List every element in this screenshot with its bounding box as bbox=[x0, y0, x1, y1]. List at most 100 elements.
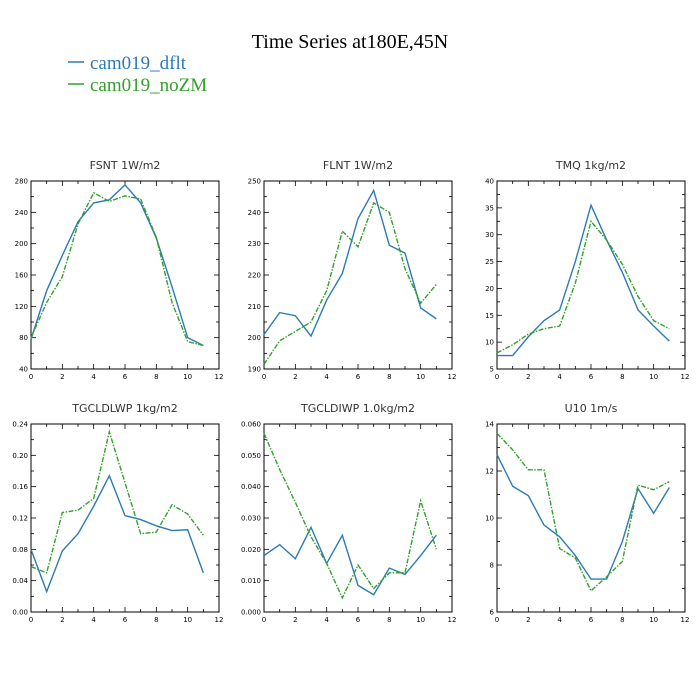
x-tick-label: 6 bbox=[123, 373, 128, 381]
x-tick-label: 0 bbox=[495, 373, 499, 381]
series-line-dflt bbox=[263, 525, 437, 596]
x-tick-label: 12 bbox=[681, 616, 690, 624]
x-tick-label: 8 bbox=[620, 373, 624, 381]
y-tick-label: 0.00 bbox=[12, 609, 28, 617]
y-tick-label: 0.24 bbox=[12, 421, 28, 429]
x-tick-label: 6 bbox=[123, 616, 128, 624]
y-tick-label: 190 bbox=[248, 366, 261, 374]
series-line-nozm bbox=[263, 201, 437, 365]
panel-title: TGCLDIWP 1.0kg/m2 bbox=[300, 402, 415, 415]
series-line-dflt bbox=[497, 203, 670, 357]
x-tick-label: 0 bbox=[262, 616, 266, 624]
x-tick-label: 12 bbox=[448, 373, 457, 381]
panel-title: TMQ 1kg/m2 bbox=[555, 159, 626, 172]
series-line-nozm bbox=[263, 433, 437, 600]
legend-label-dflt: cam019_dflt bbox=[90, 53, 187, 74]
axis-frame bbox=[30, 423, 220, 613]
axis-frame bbox=[263, 180, 453, 370]
y-tick-label: 20 bbox=[485, 285, 494, 293]
figure-title: Time Series at180E,45N bbox=[252, 31, 448, 53]
y-tick-label: 6 bbox=[490, 609, 495, 617]
y-tick-label: 200 bbox=[15, 240, 28, 248]
y-tick-label: 30 bbox=[485, 231, 494, 239]
y-tick-label: 0.030 bbox=[241, 515, 261, 523]
panel-fsnt: FSNT 1W/m2 0 2 4 6 8 10 12 40 80 120 160 200 240 280 bbox=[15, 159, 224, 381]
y-tick-label: 0.050 bbox=[241, 452, 261, 460]
x-tick-label: 8 bbox=[387, 373, 391, 381]
y-tick-label: 0.000 bbox=[241, 609, 261, 617]
x-tick-label: 10 bbox=[183, 373, 192, 381]
panels: FSNT 1W/m20 2 4 6 8 10 124080120160200240280FL… bbox=[12, 159, 689, 624]
panel-title: U10 1m/s bbox=[565, 402, 618, 415]
y-tick-label: 0.040 bbox=[241, 483, 261, 491]
x-tick-label: 10 bbox=[649, 616, 658, 624]
x-tick-label: 2 bbox=[526, 373, 530, 381]
x-tick-label: 6 bbox=[589, 616, 594, 624]
x-tick-label: 12 bbox=[215, 373, 224, 381]
panel-title: FLNT 1W/m2 bbox=[323, 159, 393, 172]
y-tick-label: 160 bbox=[15, 272, 28, 280]
x-tick-label: 0 bbox=[262, 373, 266, 381]
series-line-dflt bbox=[263, 188, 437, 338]
x-tick-label: 8 bbox=[154, 616, 158, 624]
axis-frame bbox=[496, 423, 686, 613]
x-tick-label: 2 bbox=[60, 373, 64, 381]
y-tick-label: 0.12 bbox=[12, 515, 28, 523]
x-tick-label: 4 bbox=[91, 616, 96, 624]
panel-flnt: FLNT 1W/m2 0 2 4 6 8 10 12 190 200 210 220 230 240 250 bbox=[248, 159, 457, 381]
y-tick-label: 0.16 bbox=[12, 483, 28, 491]
x-tick-label: 4 bbox=[324, 373, 329, 381]
x-tick-label: 2 bbox=[526, 616, 530, 624]
y-tick-label: 80 bbox=[19, 334, 28, 342]
y-tick-label: 14 bbox=[485, 421, 494, 429]
y-tick-label: 40 bbox=[19, 366, 28, 374]
y-tick-label: 0.010 bbox=[241, 577, 261, 585]
y-tick-label: 35 bbox=[485, 204, 494, 212]
panel-tmq: TMQ 1kg/m2 0 2 4 6 8 10 12 5 10 15 20 25 30 35 40 bbox=[485, 159, 689, 381]
y-tick-label: 120 bbox=[15, 303, 28, 311]
y-tick-label: 220 bbox=[248, 272, 261, 280]
x-tick-label: 10 bbox=[649, 373, 658, 381]
panel-tgcldlwp: TGCLDLWP 1kg/m2 0 2 4 6 8 10 12 0.00 0.04 0.08 0.12… bbox=[12, 402, 223, 624]
x-tick-label: 0 bbox=[495, 616, 499, 624]
x-tick-label: 12 bbox=[448, 616, 457, 624]
y-tick-label: 15 bbox=[485, 312, 494, 320]
x-tick-label: 0 bbox=[29, 373, 33, 381]
legend: cam019_dflt cam019_noZM bbox=[68, 53, 207, 96]
x-tick-label: 10 bbox=[416, 373, 425, 381]
x-tick-label: 12 bbox=[681, 373, 690, 381]
x-tick-label: 6 bbox=[356, 373, 361, 381]
series-line-dflt bbox=[496, 454, 670, 580]
legend-label-nozm: cam019_noZM bbox=[90, 75, 207, 96]
y-tick-label: 240 bbox=[15, 209, 28, 217]
series-line-dflt bbox=[30, 183, 204, 347]
y-tick-label: 10 bbox=[485, 515, 494, 523]
panel-u10: U10 1m/s 0 2 4 6 8 10 12 6 8 10 12 14 bbox=[485, 402, 689, 624]
y-tick-label: 280 bbox=[15, 178, 28, 186]
y-tick-label: 0.04 bbox=[12, 577, 28, 585]
x-tick-label: 10 bbox=[183, 616, 192, 624]
y-tick-label: 0.020 bbox=[241, 546, 261, 554]
series-line-nozm bbox=[496, 432, 670, 592]
x-tick-label: 0 bbox=[29, 616, 33, 624]
y-tick-label: 10 bbox=[485, 339, 494, 347]
x-tick-label: 2 bbox=[60, 616, 64, 624]
x-tick-label: 8 bbox=[154, 373, 158, 381]
y-tick-label: 210 bbox=[248, 303, 261, 311]
x-tick-label: 12 bbox=[215, 616, 224, 624]
y-tick-label: 40 bbox=[485, 178, 494, 186]
y-tick-label: 0.20 bbox=[12, 452, 28, 460]
series-line-dflt bbox=[30, 473, 204, 594]
y-tick-label: 200 bbox=[248, 334, 261, 342]
x-tick-label: 4 bbox=[324, 616, 329, 624]
y-tick-label: 8 bbox=[490, 562, 494, 570]
x-tick-label: 4 bbox=[557, 616, 562, 624]
x-tick-label: 8 bbox=[620, 616, 624, 624]
y-tick-label: 5 bbox=[490, 366, 494, 374]
x-tick-label: 4 bbox=[91, 373, 96, 381]
y-tick-label: 25 bbox=[485, 258, 494, 266]
y-tick-label: 230 bbox=[248, 240, 261, 248]
x-tick-label: 2 bbox=[293, 373, 297, 381]
panel-title: TGCLDLWP 1kg/m2 bbox=[71, 402, 177, 415]
